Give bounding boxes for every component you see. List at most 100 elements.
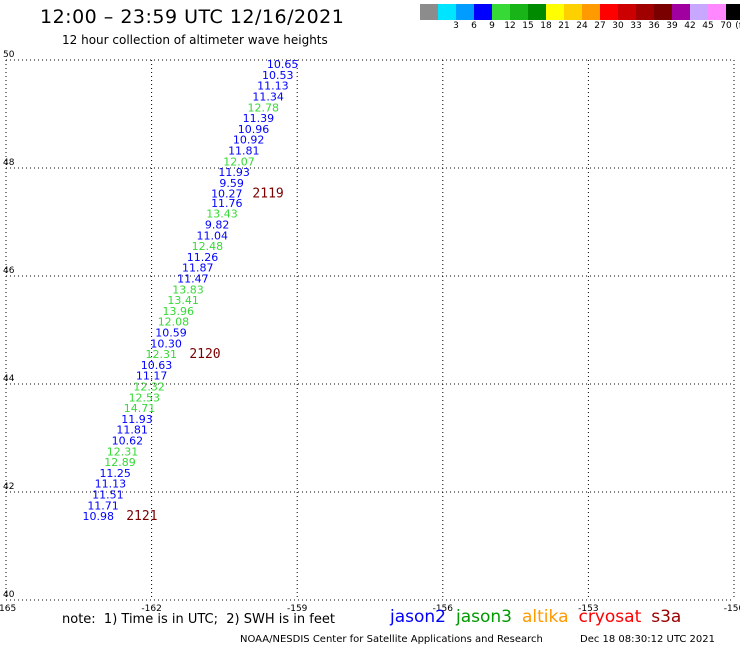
legend-label: 27	[594, 21, 606, 31]
time-label: 2119	[252, 187, 283, 202]
legend-swatch	[582, 4, 600, 20]
wave-height-value: 10.27	[211, 188, 243, 201]
page-title: 12:00 – 23:59 UTC 12/16/2021	[40, 6, 345, 28]
wave-height-value: 12.07	[223, 155, 255, 168]
mission-label: jason2	[390, 607, 446, 627]
legend-swatch	[528, 4, 546, 20]
wave-height-value: 10.98	[82, 510, 114, 523]
legend-label: 9	[489, 21, 495, 31]
wave-height-value: 11.93	[218, 166, 250, 179]
legend-swatch	[456, 4, 474, 20]
wave-height-value: 13.43	[206, 208, 238, 221]
legend-label: 18	[540, 21, 552, 31]
wave-height-value: 12.48	[192, 240, 224, 253]
legend-swatch	[474, 4, 492, 20]
time-label: 2120	[189, 347, 220, 362]
wave-height-value: 10.92	[233, 134, 265, 147]
timestamp-text: Dec 18 08:30:12 UTC 2021	[580, 634, 715, 645]
wave-height-value: 10.30	[150, 337, 182, 350]
wave-height-value: 11.17	[136, 370, 168, 383]
legend-swatch	[726, 4, 740, 20]
legend-label: 36	[648, 21, 660, 31]
legend-swatch	[420, 4, 438, 20]
mission-legend: jason2 jason3 altika cryosat s3a	[390, 607, 691, 627]
wave-height-value: 12.89	[104, 456, 136, 469]
legend-swatch	[636, 4, 654, 20]
legend-swatch	[672, 4, 690, 20]
legend-swatch	[510, 4, 528, 20]
wave-height-value: 12.08	[158, 316, 190, 329]
wave-height-value: 11.71	[87, 499, 119, 512]
x-tick-label: -162	[141, 604, 161, 614]
wave-height-value: 10.96	[238, 123, 270, 136]
wave-height-value: 13.83	[172, 283, 204, 296]
wave-height-value: 11.51	[92, 488, 124, 501]
legend-swatch	[492, 4, 510, 20]
wave-height-value: 14.71	[124, 402, 156, 415]
legend-label: 45	[702, 21, 714, 31]
legend-label: 12	[504, 21, 516, 31]
y-tick-label: 42	[3, 482, 14, 492]
wave-height-value: 11.34	[252, 91, 284, 104]
wave-height-value: 12.31	[146, 348, 178, 361]
legend-swatch	[690, 4, 708, 20]
wave-height-value: 11.04	[197, 229, 229, 242]
wave-height-value: 10.59	[155, 326, 187, 339]
x-tick-label: -153	[578, 604, 598, 614]
wave-height-value: 11.93	[121, 413, 153, 426]
y-tick-label: 40	[3, 590, 15, 600]
legend-swatch	[618, 4, 636, 20]
footer-note: note: 1) Time is in UTC; 2) SWH is in fe…	[62, 612, 335, 627]
x-tick-label: -159	[287, 604, 308, 614]
wave-height-value: 12.32	[133, 380, 165, 393]
legend-label: 15	[522, 21, 534, 31]
legend-swatch	[546, 4, 564, 20]
wave-height-value: 10.53	[262, 69, 294, 82]
wave-height-value: 13.96	[163, 305, 195, 318]
legend-label: 30	[612, 21, 624, 31]
color-legend	[420, 4, 740, 20]
credit-text: NOAA/NESDIS Center for Satellite Applica…	[240, 634, 543, 645]
legend-label: 33	[630, 21, 642, 31]
wave-height-value: 11.47	[177, 272, 209, 285]
wave-height-value: 11.81	[228, 145, 260, 158]
wave-height-value: 10.65	[267, 58, 299, 71]
y-tick-label: 44	[3, 374, 15, 384]
wave-height-value: 12.53	[129, 391, 161, 404]
legend-swatch	[438, 4, 456, 20]
x-tick-label: -156	[433, 604, 454, 614]
mission-label: altika	[522, 607, 569, 627]
wave-height-value: 11.76	[211, 197, 243, 210]
y-tick-label: 46	[3, 266, 15, 276]
mission-label: cryosat	[578, 607, 642, 627]
wave-height-value: 10.63	[141, 359, 173, 372]
legend-swatch	[708, 4, 726, 20]
wave-height-value: 12.78	[247, 101, 279, 114]
legend-label: 70	[720, 21, 732, 31]
wave-height-value: 9.59	[219, 177, 244, 190]
time-label: 2121	[126, 509, 157, 524]
wave-height-value: 9.82	[205, 218, 230, 231]
wave-height-value: 11.81	[116, 424, 148, 437]
wave-height-value: 11.87	[182, 262, 214, 275]
legend-swatch	[564, 4, 582, 20]
legend-label: 42	[684, 21, 696, 31]
wave-height-value: 11.25	[99, 467, 131, 480]
legend-swatch	[654, 4, 672, 20]
wave-height-value: 12.31	[107, 445, 139, 458]
wave-height-value: 13.41	[167, 294, 199, 307]
legend-label: 21	[558, 21, 570, 31]
wave-height-value: 11.13	[95, 478, 127, 491]
y-tick-label: 50	[3, 50, 15, 60]
legend-label: 3	[453, 21, 459, 31]
mission-label: jason3	[456, 607, 512, 627]
legend-swatch	[600, 4, 618, 20]
page-subtitle: 12 hour collection of altimeter wave hei…	[62, 33, 328, 47]
wave-height-value: 11.26	[187, 251, 219, 264]
legend-label: 6	[471, 21, 477, 31]
wave-height-value: 11.13	[257, 80, 289, 93]
wave-height-value: 11.39	[243, 112, 275, 125]
x-tick-label: -150	[724, 604, 740, 614]
legend-unit: (ft)	[735, 21, 740, 31]
